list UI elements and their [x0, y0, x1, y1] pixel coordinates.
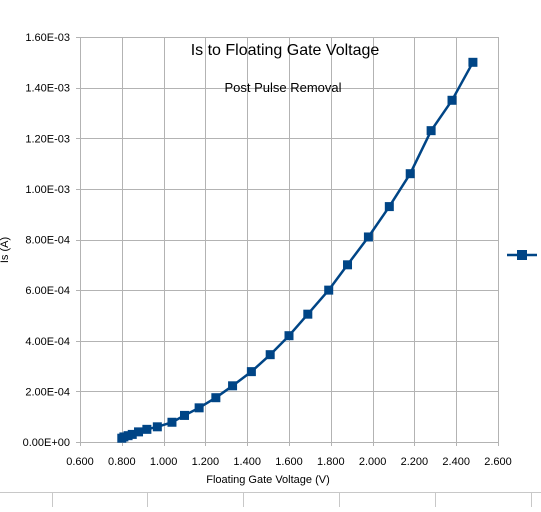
data-point [167, 417, 177, 427]
data-point [180, 410, 189, 420]
x-tick-label: 2.400 [442, 456, 470, 468]
series-layer [117, 57, 478, 443]
x-tick-label: 0.800 [108, 456, 136, 468]
legend-series-marker [517, 250, 527, 260]
data-point [127, 429, 137, 439]
y-tick-label: 1.20E-03 [25, 133, 70, 145]
data-point [343, 260, 353, 270]
data-point [363, 232, 373, 242]
chart-subtitle: Post Pulse Removal [224, 80, 341, 95]
data-point [265, 350, 275, 360]
x-tick-label: 0.600 [66, 456, 94, 468]
data-point [384, 202, 394, 212]
y-tick-label: 1.40E-03 [25, 83, 70, 95]
y-axis-label: Is (A) [0, 237, 11, 263]
data-point [405, 169, 415, 179]
legend [507, 250, 537, 260]
y-axis-ticks: 0.00E+00 2.00E-04 4.00E-04 6.00E-04 8.00E-04… [23, 32, 70, 449]
x-tick-label: 1.600 [275, 456, 303, 468]
data-point [134, 427, 144, 437]
x-tick-label: 1.200 [192, 456, 220, 468]
data-point [142, 424, 152, 434]
x-tick-label: 2.200 [401, 456, 429, 468]
y-tick-label: 0.00E+00 [23, 437, 70, 449]
chart-title: Is to Floating Gate Voltage [191, 42, 380, 59]
x-tick-label: 1.000 [150, 456, 178, 468]
x-tick-label: 2.000 [359, 456, 387, 468]
data-point [447, 95, 457, 105]
data-point [228, 381, 238, 391]
plot-grid [76, 37, 499, 446]
x-axis-ticks: 0.600 0.800 1.000 1.200 1.400 1.600 1.800 2.000… [66, 456, 512, 468]
y-tick-label: 8.00E-04 [25, 235, 70, 247]
x-axis-label: Floating Gate Voltage (V) [206, 474, 330, 486]
y-tick-label: 1.00E-03 [25, 184, 70, 196]
data-point [194, 403, 204, 413]
data-point [468, 57, 478, 67]
y-tick-label: 1.60E-03 [25, 32, 70, 44]
series-line [121, 61, 474, 440]
x-tick-label: 1.800 [317, 456, 345, 468]
data-point [324, 285, 334, 295]
data-point [246, 367, 256, 377]
data-point [211, 393, 221, 403]
data-point [152, 422, 162, 432]
data-point [284, 331, 294, 341]
y-tick-label: 6.00E-04 [25, 285, 70, 297]
y-tick-label: 4.00E-04 [25, 336, 70, 348]
x-tick-label: 1.400 [233, 456, 261, 468]
spreadsheet-gridlines [0, 492, 541, 507]
x-tick-label: 2.600 [484, 456, 512, 468]
data-point [303, 309, 313, 319]
y-tick-label: 2.00E-04 [25, 386, 70, 398]
data-point [426, 126, 436, 136]
